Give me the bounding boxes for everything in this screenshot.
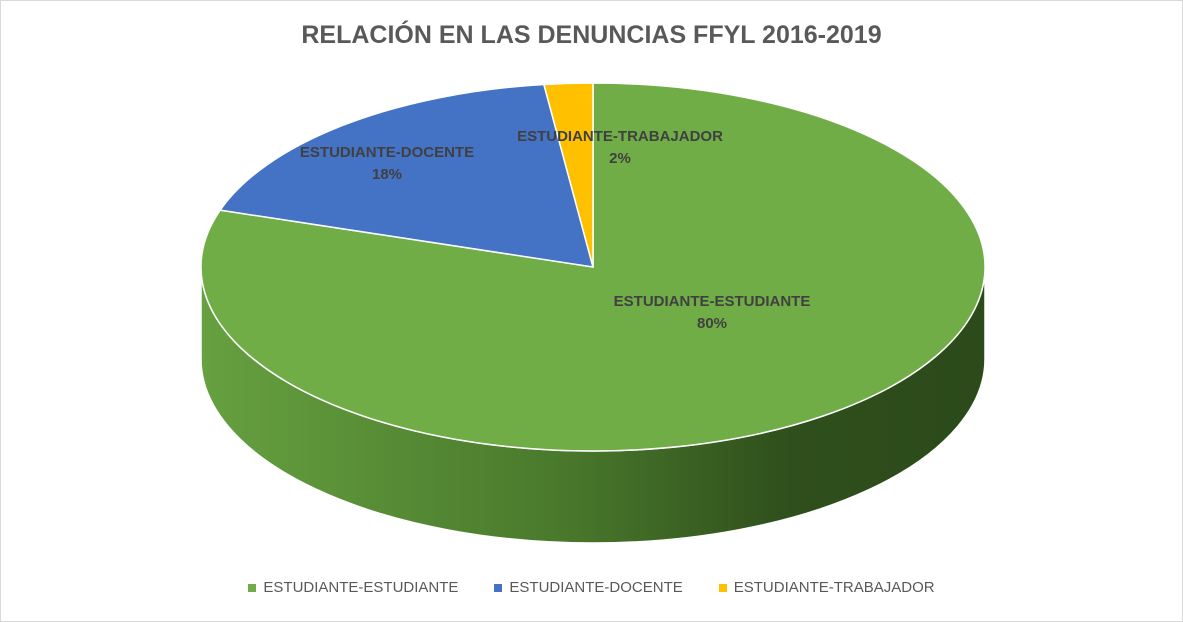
data-label-value-estudiante-estudiante: 80% xyxy=(697,315,727,332)
legend-item-estudiante-estudiante: ESTUDIANTE-ESTUDIANTE xyxy=(248,579,458,596)
pie-slice-estudiante-trabajador xyxy=(542,82,594,268)
legend-item-estudiante-docente: ESTUDIANTE-DOCENTE xyxy=(494,579,683,596)
legend: ESTUDIANTE-ESTUDIANTE ESTUDIANTE-DOCENTE… xyxy=(1,579,1182,596)
pie-slice-estudiante-docente xyxy=(218,83,595,268)
data-label-value-estudiante-trabajador: 2% xyxy=(609,150,631,167)
data-label-name-estudiante-trabajador: ESTUDIANTE-TRABAJADOR xyxy=(517,128,723,145)
legend-label: ESTUDIANTE-TRABAJADOR xyxy=(733,579,935,596)
legend-item-estudiante-trabajador: ESTUDIANTE-TRABAJADOR xyxy=(718,579,935,596)
pie-chart: ESTUDIANTE-ESTUDIANTE 80% ESTUDIANTE-DOCEN… xyxy=(200,82,986,544)
data-label-name-estudiante-estudiante: ESTUDIANTE-ESTUDIANTE xyxy=(614,293,811,310)
data-label-name-estudiante-docente: ESTUDIANTE-DOCENTE xyxy=(300,144,474,161)
data-label-value-estudiante-docente: 18% xyxy=(372,166,402,183)
legend-label: ESTUDIANTE-DOCENTE xyxy=(509,579,683,596)
legend-label: ESTUDIANTE-ESTUDIANTE xyxy=(263,579,459,596)
legend-swatch xyxy=(718,583,727,592)
legend-swatch xyxy=(494,583,503,592)
legend-swatch xyxy=(248,583,257,592)
chart-title: RELACIÓN EN LAS DENUNCIAS FFYL 2016-2019 xyxy=(301,21,882,49)
